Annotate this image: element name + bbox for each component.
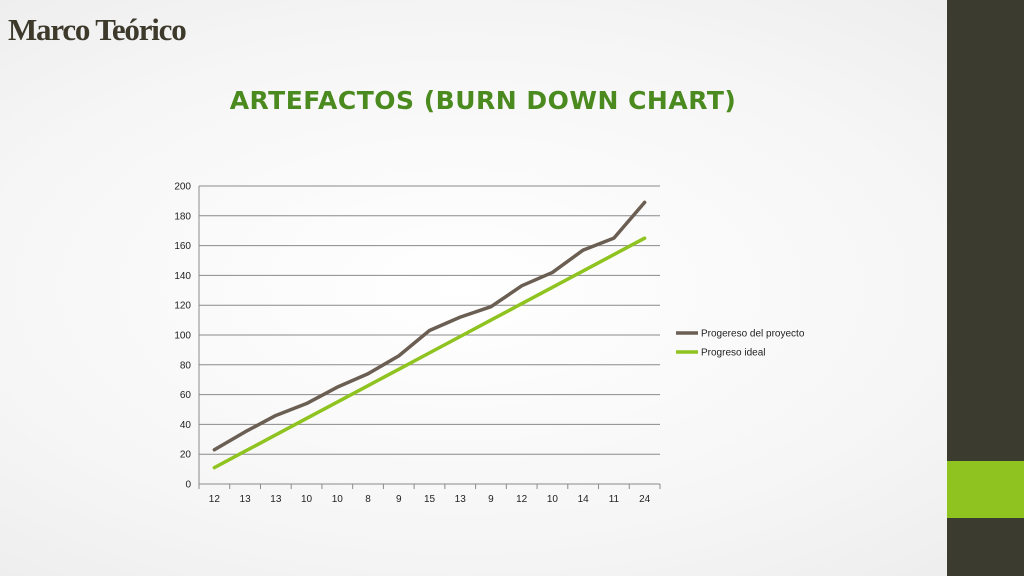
y-tick-label: 40	[180, 420, 192, 431]
y-tick-label: 20	[180, 450, 192, 461]
series-line-ideal	[212, 236, 647, 470]
x-tick-label: 14	[578, 494, 590, 505]
x-tick-label: 13	[270, 494, 282, 505]
y-tick-label: 60	[180, 390, 192, 401]
x-tick-label: 10	[301, 494, 313, 505]
x-tick-label: 9	[396, 494, 402, 505]
x-tick-label: 15	[424, 494, 436, 505]
y-tick-label: 180	[174, 211, 191, 222]
sidebar-accent-block	[947, 461, 1024, 518]
y-tick-label: 0	[185, 480, 191, 491]
legend-label: Progreso ideal	[701, 348, 765, 359]
x-tick-label: 12	[516, 494, 528, 505]
y-tick-label: 140	[174, 271, 191, 282]
right-sidebar	[947, 0, 1024, 576]
y-tick-label: 160	[174, 241, 191, 252]
series-line-project	[212, 200, 647, 452]
chart-title: ARTEFACTOS (BURN DOWN CHART)	[229, 86, 737, 115]
y-tick-label: 120	[174, 301, 191, 312]
x-tick-label: 11	[609, 494, 620, 505]
y-tick-label: 80	[180, 360, 192, 371]
y-tick-label: 100	[174, 331, 191, 342]
slide-title: Marco Teórico	[8, 12, 187, 47]
x-tick-label: 24	[639, 494, 651, 505]
x-tick-label: 13	[455, 494, 467, 505]
x-tick-label: 13	[240, 494, 252, 505]
x-tick-label: 12	[209, 494, 221, 505]
y-tick-label: 200	[174, 182, 191, 193]
x-tick-label: 10	[332, 494, 344, 505]
x-tick-label: 9	[488, 494, 494, 505]
x-tick-label: 10	[547, 494, 559, 505]
x-tick-label: 8	[365, 494, 371, 505]
legend-label: Progereso del proyecto	[701, 329, 805, 340]
